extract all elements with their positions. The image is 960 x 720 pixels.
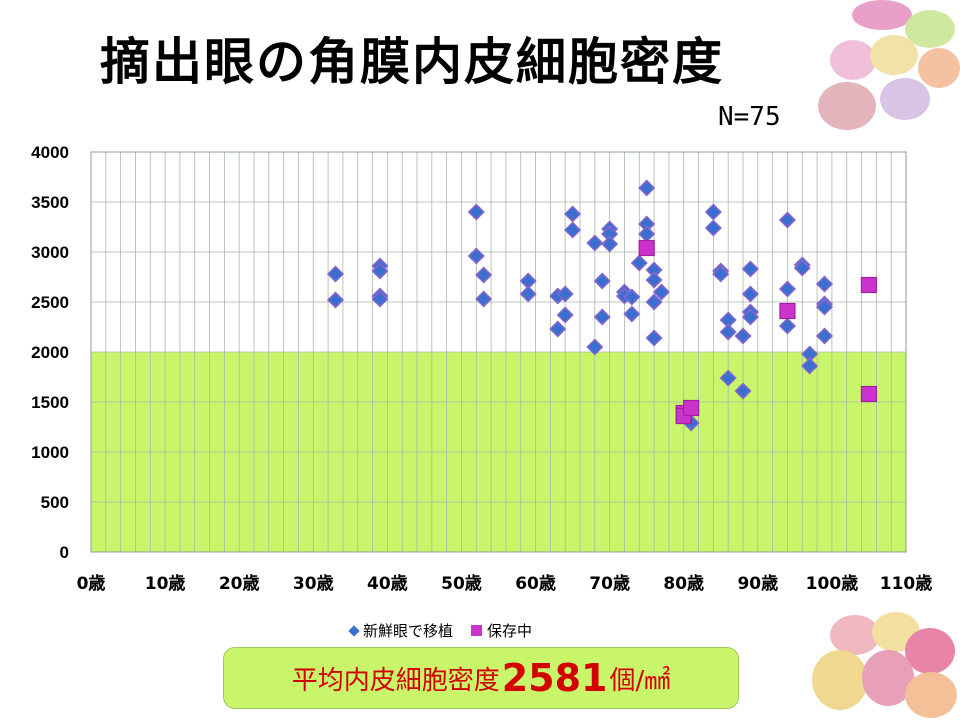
y-tick-label: 1500 <box>31 393 69 412</box>
x-tick-label: 60歳 <box>515 573 556 594</box>
diamond-marker-icon <box>348 624 360 637</box>
fresh-eye-point <box>815 298 834 316</box>
x-tick-label: 10歳 <box>145 573 186 594</box>
y-tick-label: 4000 <box>31 143 69 162</box>
fresh-eye-point <box>371 262 389 280</box>
x-tick-label: 80歳 <box>663 573 704 594</box>
fresh-eye-point <box>712 265 730 283</box>
y-tick-label: 0 <box>60 543 69 562</box>
y-tick-label: 1000 <box>31 443 69 462</box>
legend-label-fresh: 新鮮眼で移植 <box>363 622 454 640</box>
fresh-eye-point <box>815 275 834 293</box>
fresh-eye-point <box>645 329 663 347</box>
fresh-eye-point <box>719 323 737 341</box>
fresh-eye-point <box>586 338 604 356</box>
x-tick-label: 70歳 <box>589 573 630 594</box>
y-tick-label: 3000 <box>31 243 69 262</box>
stored-eye-point <box>638 239 655 257</box>
x-tick-label: 100歳 <box>806 573 859 594</box>
average-unit: 個/㎟ <box>609 665 671 696</box>
fresh-eye-point <box>556 285 574 303</box>
fresh-eye-point <box>519 285 537 303</box>
y-tick-label: 2500 <box>31 293 69 312</box>
fresh-eye-point <box>815 327 834 345</box>
stored-eye-point <box>860 385 878 403</box>
fresh-eye-point <box>645 271 663 289</box>
fresh-eye-point <box>601 235 619 253</box>
plot-border <box>90 151 907 553</box>
fresh-eye-point <box>645 293 663 311</box>
fresh-eye-point <box>556 306 574 324</box>
fresh-eye-point <box>630 254 648 272</box>
legend-label-stored: 保存中 <box>487 622 533 640</box>
square-marker-icon <box>471 625 483 636</box>
fresh-eye-point <box>475 266 493 284</box>
fresh-eye-point <box>793 259 811 277</box>
fresh-eye-point <box>623 288 641 306</box>
slide-title: 摘出眼の角膜内皮細胞密度 <box>100 33 724 91</box>
x-tick-label: 30歳 <box>293 573 334 594</box>
fresh-eye-point <box>734 382 752 400</box>
stored-eye-point <box>860 276 878 294</box>
x-tick-label: 0歳 <box>77 573 106 594</box>
fresh-eye-point <box>741 308 759 326</box>
average-value: 2581 <box>501 656 608 700</box>
fresh-eye-point <box>564 221 582 239</box>
fresh-eye-point <box>371 290 389 308</box>
stored-eye-point <box>683 399 700 417</box>
fresh-eye-point <box>778 280 797 298</box>
average-density-box: 平均内皮細胞密度 2581 個/㎟ <box>223 647 739 709</box>
legend-item-stored: 保存中 <box>471 620 532 641</box>
fresh-eye-point <box>623 305 641 323</box>
fresh-eye-point <box>586 234 604 252</box>
y-tick-label: 3500 <box>31 193 69 212</box>
fresh-eye-point <box>467 203 485 221</box>
legend-item-fresh: 新鮮眼で移植 <box>348 620 454 641</box>
fresh-eye-point <box>778 317 797 335</box>
fresh-eye-point <box>719 369 737 387</box>
x-tick-label: 110歳 <box>880 573 933 594</box>
fresh-eye-point <box>638 179 656 197</box>
fresh-eye-point <box>704 219 722 237</box>
fresh-eye-point <box>549 320 567 338</box>
fresh-eye-point <box>801 357 819 375</box>
stored-eye-point <box>779 302 796 320</box>
fresh-eye-point <box>593 272 611 290</box>
x-tick-label: 90歳 <box>737 573 778 594</box>
fresh-eye-point <box>593 308 611 326</box>
y-tick-label: 500 <box>41 493 69 512</box>
fresh-eye-point <box>467 247 485 265</box>
x-tick-label: 40歳 <box>367 573 408 594</box>
sample-size-label: N=75 <box>718 102 781 132</box>
fresh-eye-point <box>475 290 493 308</box>
average-label: 平均内皮細胞密度 <box>291 665 500 696</box>
fresh-eye-point <box>652 283 671 301</box>
fresh-eye-point <box>778 211 797 229</box>
y-tick-label: 2000 <box>31 343 69 362</box>
x-tick-label: 50歳 <box>441 573 482 594</box>
fresh-eye-point <box>326 265 345 283</box>
fresh-eye-point <box>734 327 752 345</box>
chart-legend: 新鮮眼で移植 保存中 <box>348 620 532 641</box>
fresh-eye-point <box>741 260 759 278</box>
x-tick-label: 20歳 <box>219 573 260 594</box>
fresh-eye-point <box>326 291 345 309</box>
fresh-eye-point <box>741 285 759 303</box>
